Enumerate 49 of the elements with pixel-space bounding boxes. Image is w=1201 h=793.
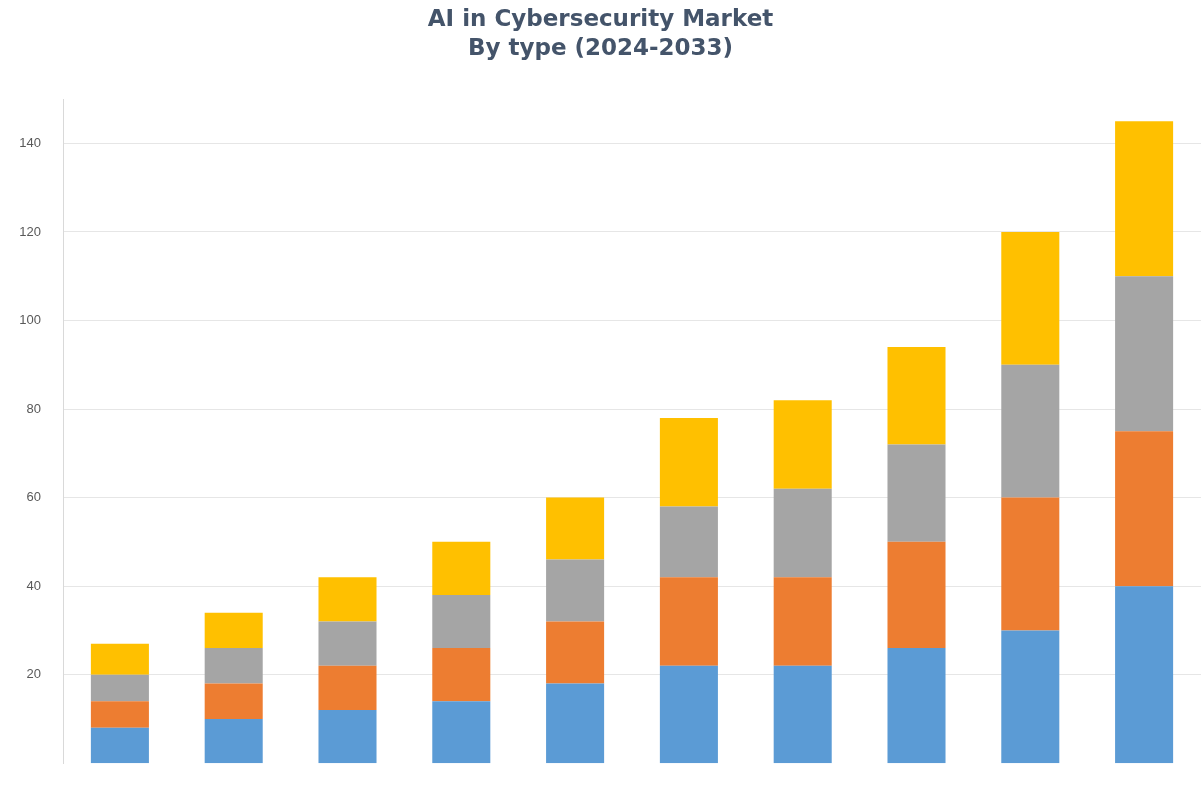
bar <box>318 577 377 622</box>
bar <box>90 674 149 702</box>
bar <box>90 701 149 728</box>
bar <box>1001 364 1060 498</box>
bar <box>204 718 263 764</box>
bar <box>887 347 946 445</box>
chart-subtitle: By type (2024-2033) <box>467 34 734 61</box>
bar <box>887 648 946 764</box>
bar <box>773 488 832 578</box>
bar <box>318 665 377 711</box>
bar <box>1001 497 1060 631</box>
bar <box>1115 121 1174 277</box>
bar <box>432 594 491 649</box>
bar <box>90 643 149 675</box>
bar <box>1115 431 1174 587</box>
bar <box>659 665 718 764</box>
bar <box>546 683 605 764</box>
bar <box>318 621 377 666</box>
chart-title: AI in Cybersecurity Market <box>427 4 774 31</box>
bar <box>1001 630 1060 764</box>
bar <box>887 444 946 542</box>
bar <box>432 701 491 764</box>
bar <box>1115 276 1174 432</box>
bar <box>659 417 718 507</box>
bar <box>546 497 605 560</box>
y-tick-label: 20 <box>26 666 41 682</box>
y-tick-label: 100 <box>19 312 41 328</box>
bar <box>773 400 832 489</box>
y-tick-label: 40 <box>26 577 41 593</box>
bar <box>887 541 946 649</box>
bar <box>1115 586 1174 764</box>
bar <box>1001 232 1060 365</box>
bar <box>659 577 718 666</box>
bar <box>546 621 605 684</box>
bar <box>659 506 718 578</box>
bar <box>432 648 491 702</box>
bar <box>204 648 263 684</box>
bar <box>318 710 377 764</box>
bar <box>773 577 832 666</box>
y-tick-label: 80 <box>26 400 41 416</box>
bar <box>432 541 491 595</box>
y-tick-label: 60 <box>26 489 41 505</box>
bar <box>204 612 263 649</box>
bar <box>546 559 605 622</box>
bar <box>204 683 263 719</box>
bar <box>90 727 149 764</box>
y-tick-label: 120 <box>19 223 41 239</box>
bar <box>773 665 832 764</box>
y-tick-label: 140 <box>19 135 41 151</box>
